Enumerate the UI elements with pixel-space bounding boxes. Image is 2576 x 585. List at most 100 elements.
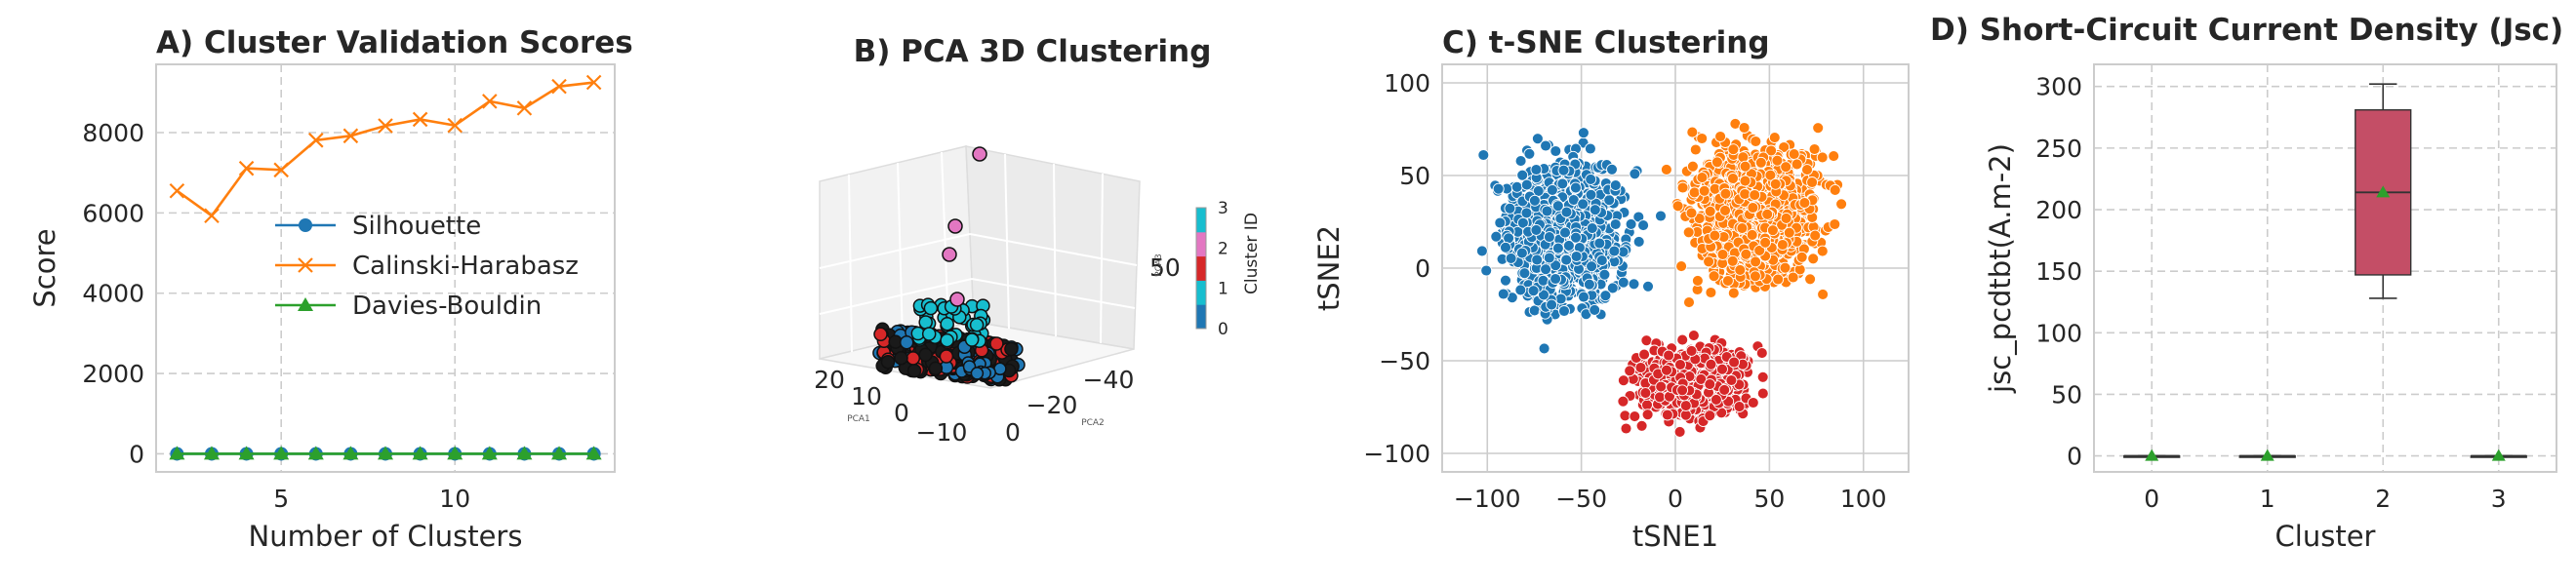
panel-b-point (989, 336, 1004, 351)
panel-c-point (1617, 374, 1630, 387)
panel-b-point (970, 367, 985, 380)
panel-c-point (1639, 387, 1652, 400)
panel-c-point (1540, 139, 1552, 152)
panel-a-ytick: 8000 (82, 119, 144, 147)
panel-c-point (1540, 263, 1552, 276)
panel-d-title: D) Short-Circuit Current Density (Jsc) (1930, 13, 2563, 48)
panel-c-point (1829, 218, 1841, 230)
panel-a-point (585, 74, 602, 91)
panel-d-xtick: 2 (2375, 485, 2391, 513)
panel-b-pane-gridline (848, 174, 853, 353)
panel-c-point (1710, 393, 1722, 406)
panel-c-point (1515, 247, 1528, 259)
panel-b-point (939, 349, 954, 364)
panel-c-point (1698, 184, 1711, 197)
panel-c-point (1530, 223, 1543, 236)
panel-c-point (1520, 207, 1533, 219)
panel-a-xlabel: Number of Clusters (249, 520, 523, 553)
panel-c-point (1570, 231, 1582, 244)
panel-c-point (1550, 273, 1562, 285)
panel-a-point (378, 446, 393, 460)
panel-a-point (378, 118, 393, 134)
panel-c-point (1791, 158, 1803, 171)
panel-c-point (1759, 236, 1772, 249)
panel-c-title: C) t-SNE Clustering (1442, 25, 1770, 60)
panel-d-mean-marker (2145, 448, 2159, 461)
panel-c-point (1696, 133, 1709, 144)
panel-c-point (1676, 333, 1689, 346)
panel-c-point (1776, 239, 1789, 251)
panel-c-point (1740, 248, 1752, 260)
panel-c-point (1798, 197, 1811, 210)
panel-c-point (1514, 155, 1527, 168)
panel-c-ytick: 0 (1415, 254, 1430, 283)
panel-a-ytick: 6000 (82, 199, 144, 227)
panel-d-ytick: 0 (2067, 443, 2082, 471)
panel-c-point (1676, 384, 1689, 397)
panel-b-point (940, 316, 954, 332)
panel-b-colorbar-tick: 2 (1218, 239, 1228, 258)
panel-a: A) Cluster Validation Scores 5 10 0 2000 400… (28, 25, 633, 553)
panel-a-title: A) Cluster Validation Scores (156, 25, 633, 60)
panel-c-point (1806, 176, 1819, 188)
panel-c-point (1586, 260, 1598, 273)
panel-d-xtick: 0 (2144, 485, 2159, 513)
panel-b-pane-gridline (969, 233, 1138, 266)
panel-b-point (972, 146, 987, 162)
panel-c-point (1771, 154, 1784, 167)
panel-c-point (1546, 183, 1558, 196)
panel-c-point (1598, 268, 1611, 281)
panel-c-point (1739, 188, 1751, 200)
panel-c-point (1617, 276, 1630, 289)
panel-c-point (1603, 194, 1616, 207)
panel-c-point (1703, 255, 1715, 268)
panel-b-colorbar-segment (1196, 255, 1206, 281)
panel-c-point (1583, 278, 1595, 291)
panel-a-point (447, 446, 463, 460)
panel-c-point (1727, 173, 1739, 184)
panel-c-point (1749, 189, 1761, 201)
panel-a-point (447, 117, 463, 134)
panel-c-point (1518, 267, 1531, 280)
panel-b-xtick: 10 (851, 382, 882, 410)
panel-c-point (1586, 222, 1598, 235)
panel-d-mean-marker (2260, 448, 2274, 461)
panel-c-point (1739, 160, 1751, 173)
panel-d: D) Short-Circuit Current Density (Jsc) 0… (1930, 13, 2563, 553)
panel-c-point (1619, 410, 1631, 422)
panel-c-point (1570, 251, 1583, 262)
panel-c-point (1497, 288, 1509, 300)
panel-a-point (273, 162, 289, 178)
panel-b-colorbar-frame (1195, 207, 1207, 330)
panel-c-point (1551, 242, 1564, 254)
panel-d-ytick: 100 (2035, 319, 2082, 347)
panel-a-ytick: 2000 (82, 360, 144, 388)
panel-a-legend-marker (299, 218, 312, 232)
panel-c-point (1754, 156, 1767, 169)
panel-b-zlabel: PCA3 (1154, 254, 1164, 277)
panel-c-point (1530, 164, 1543, 176)
panel-a-point (412, 446, 428, 460)
panel-b-point (894, 350, 908, 366)
panel-c-point (1787, 271, 1799, 284)
panel-c-point (1620, 422, 1632, 435)
panel-a-point (412, 111, 428, 128)
panel-b-point (906, 351, 921, 366)
panel-a-legend-marker (298, 257, 313, 273)
panel-c-xtick: 0 (1668, 485, 1683, 513)
panel-c-point (1538, 289, 1550, 301)
panel-c-point (1778, 141, 1791, 153)
panel-c-point (1764, 169, 1777, 181)
panel-c-point (1504, 202, 1516, 214)
panel-c-point (1608, 245, 1621, 257)
panel-a-legend-label: Silhouette (352, 212, 481, 241)
panel-a-point (169, 446, 185, 460)
panel-b-ztick: 50 (1149, 254, 1181, 282)
panel-a-point (203, 446, 220, 460)
panel-b-point (964, 332, 980, 347)
panel-c-point (1528, 304, 1541, 317)
panel-c-point (1714, 131, 1727, 142)
panel-d-grid (2094, 64, 2556, 472)
panel-c-point (1492, 182, 1505, 195)
panel-a-ticks: 5 10 0 2000 4000 6000 8000 (82, 119, 470, 513)
